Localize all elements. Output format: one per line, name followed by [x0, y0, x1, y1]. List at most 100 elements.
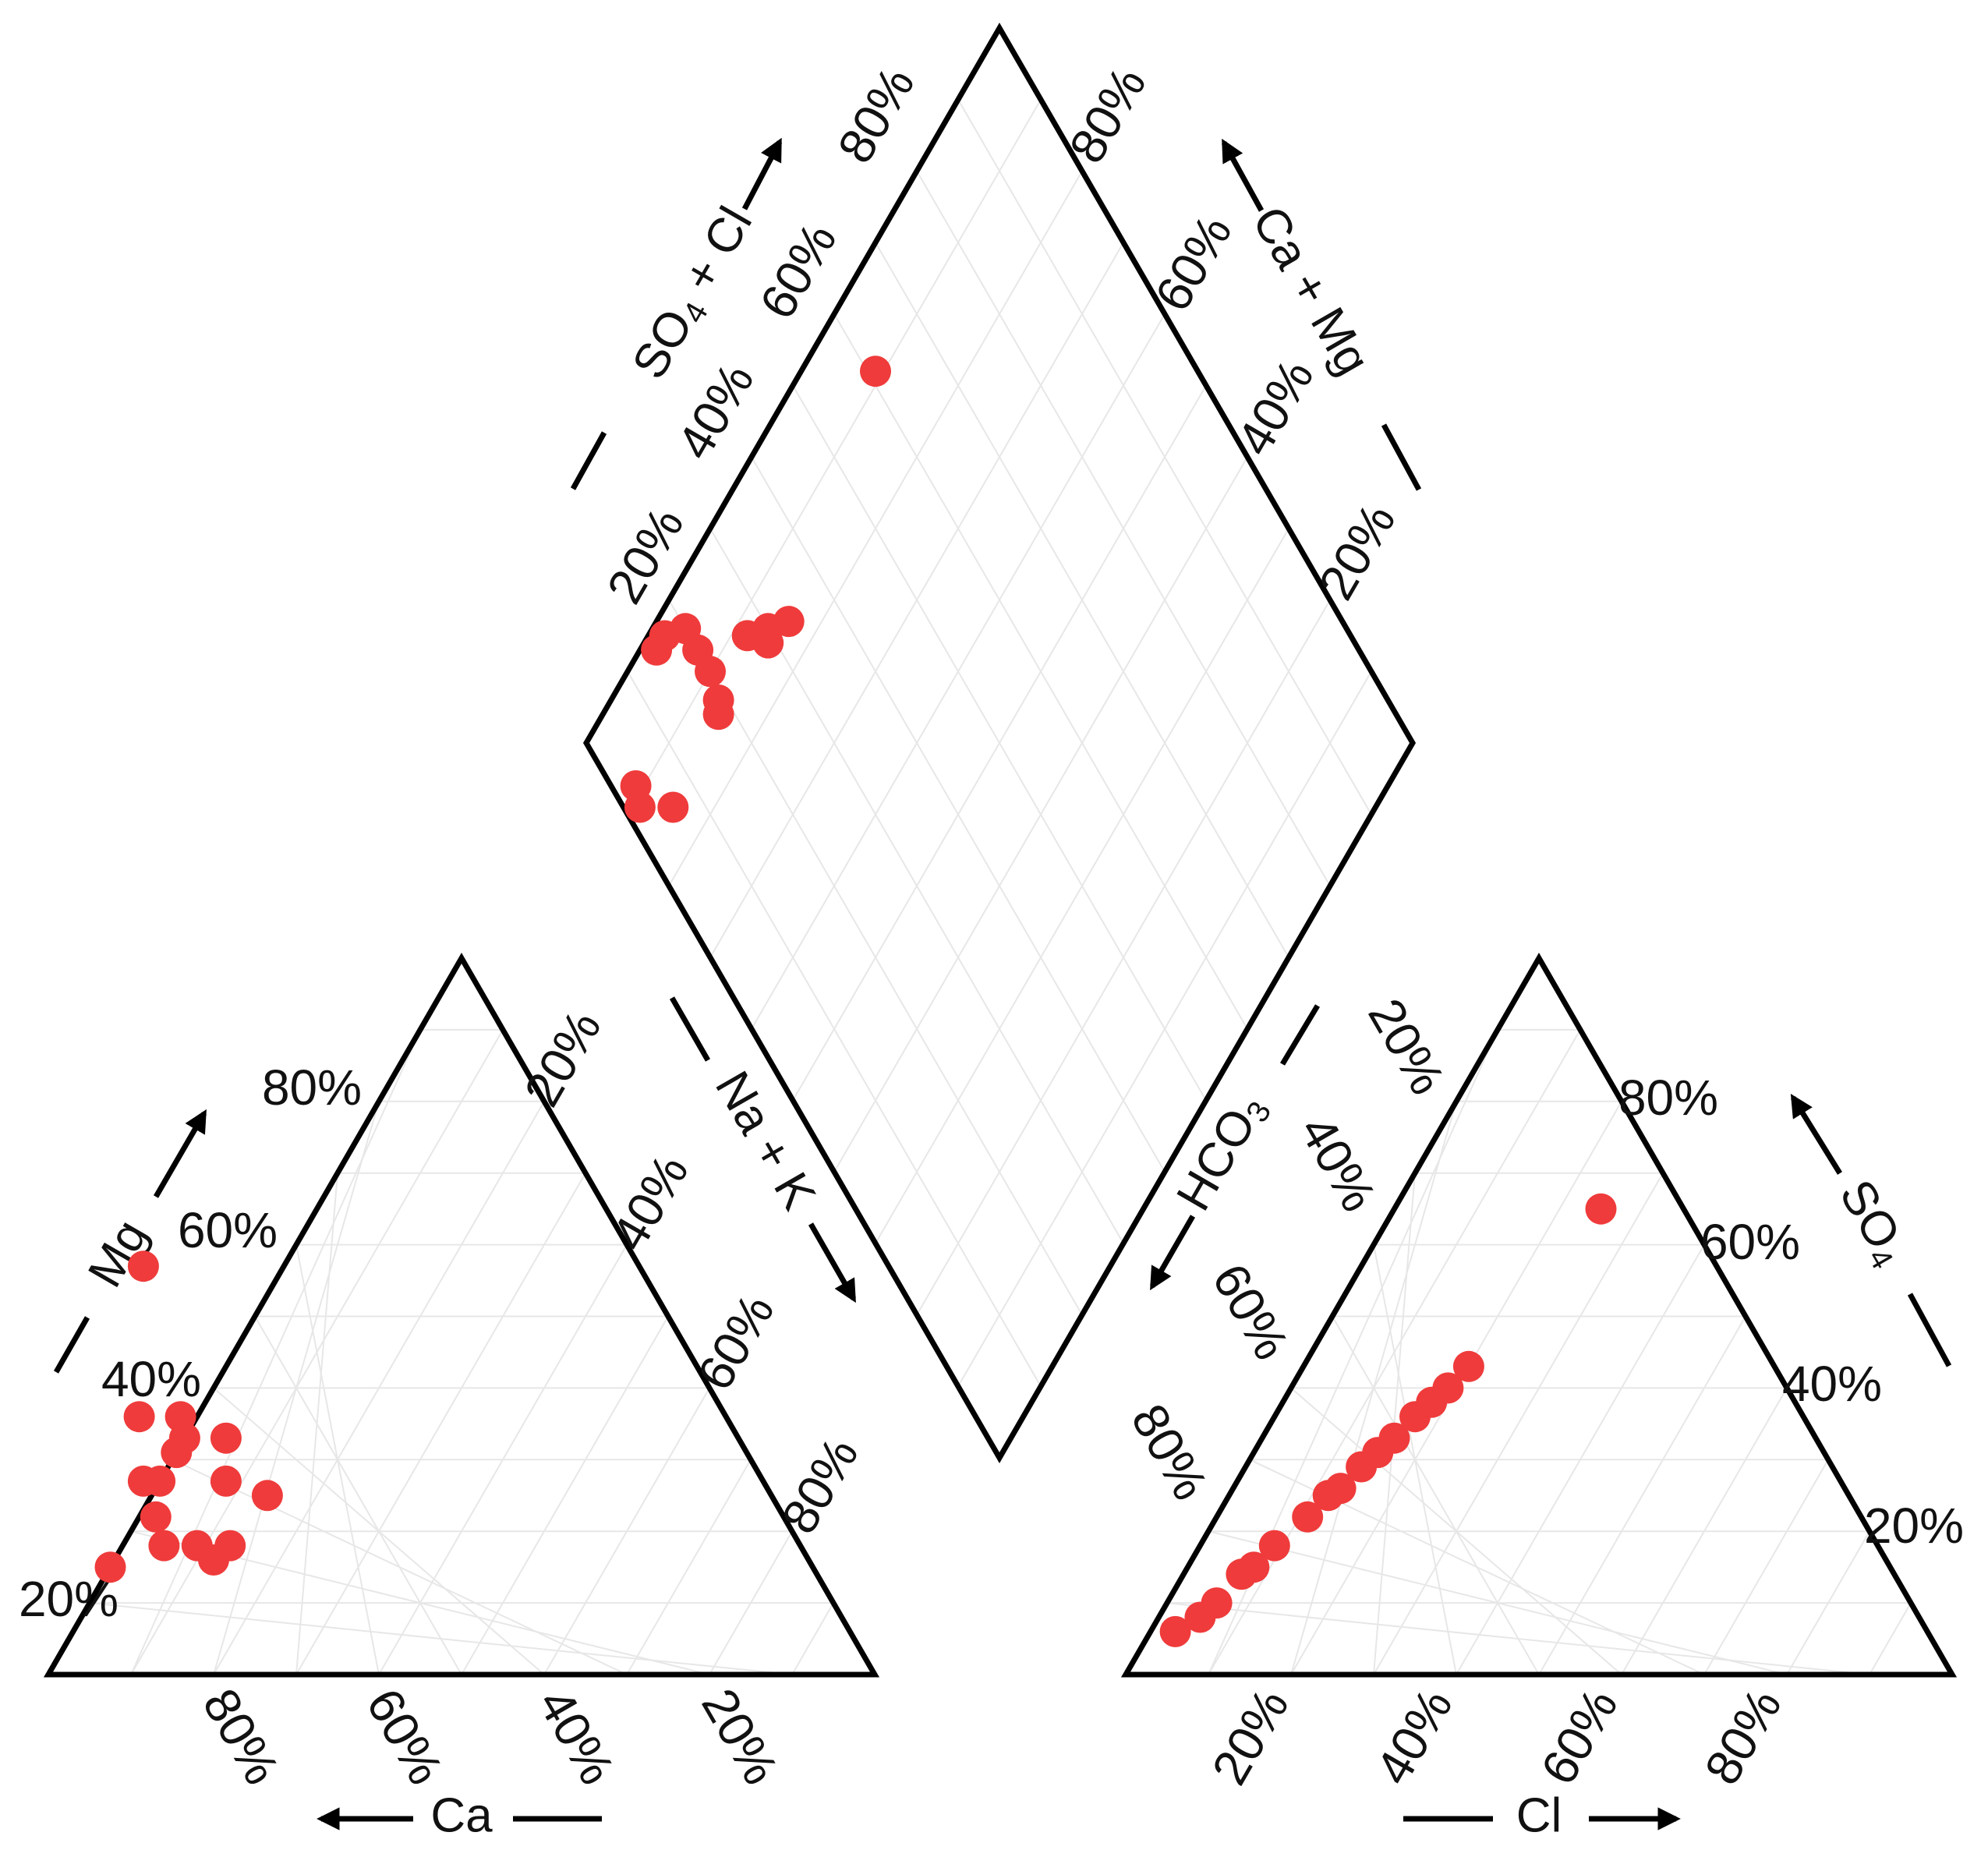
- frames: [43, 23, 1958, 1678]
- anion-cl-tick-label: 80%: [1693, 1679, 1792, 1794]
- cation-grid-line: [295, 1173, 586, 1675]
- cation-point: [210, 1465, 242, 1497]
- anion-point: [1159, 1615, 1191, 1647]
- cation-point: [210, 1422, 242, 1454]
- diamond-point: [624, 791, 656, 823]
- anion-point: [1378, 1422, 1410, 1454]
- diamond-grid-line: [875, 242, 1289, 958]
- diamond-camg-axis-label: Ca + Mg: [1242, 197, 1381, 384]
- svg-text:Ca: Ca: [430, 1788, 493, 1842]
- so4cl-dash: [570, 431, 607, 490]
- anion-cl-tick-label: 40%: [1364, 1679, 1463, 1794]
- grid-lines: [89, 99, 1912, 1675]
- anion-grid-line: [1703, 1459, 1829, 1675]
- hco3-arrow: [1149, 1215, 1196, 1291]
- diamond-frame: [582, 23, 1417, 1463]
- anion-hco3-tick-label: 80%: [1120, 1395, 1219, 1509]
- anion-hco3-tick-label: 20%: [1357, 989, 1456, 1104]
- diamond-so4cl-tick-label: 20%: [596, 498, 694, 613]
- anion-so4-tick-label: 20%: [1864, 1498, 1964, 1554]
- anion-so4-tick-label: 40%: [1782, 1356, 1882, 1412]
- mg-dash: [53, 1316, 90, 1374]
- diamond-so4cl-axis-label: SO4 + Cl: [622, 198, 765, 389]
- anion-grid-line: [1538, 1316, 1746, 1675]
- cation-grid-line: [213, 1387, 545, 1675]
- cation-mg-tick-label: 40%: [101, 1351, 201, 1407]
- cation-nak-tick-label: 80%: [770, 1428, 868, 1543]
- anion-point: [1238, 1551, 1270, 1583]
- cation-point: [94, 1551, 126, 1583]
- diamond-grid-line: [875, 528, 1289, 1244]
- svg-text:Ca + Mg: Ca + Mg: [1242, 197, 1381, 384]
- labels: 20% 40% 60% 80% 20% 40% 60% 80% 80% 60% 40% 20% 20% 4…: [19, 58, 1964, 1842]
- cation-mg-tick-label: 60%: [178, 1202, 278, 1258]
- anion-so4-tick-label: 80%: [1618, 1070, 1718, 1126]
- diamond-point: [860, 355, 891, 387]
- diamond-grid-line: [833, 313, 1248, 1030]
- cation-grid-line: [543, 1387, 710, 1675]
- cation-grid-line: [791, 1602, 834, 1675]
- anion-cl-tick-label: 20%: [1201, 1679, 1299, 1794]
- cation-ca-tick-label: 40%: [527, 1679, 625, 1794]
- cation-point: [168, 1422, 200, 1454]
- cation-ca-axis-label: Ca: [430, 1788, 493, 1842]
- so4cl-arrow: [741, 137, 783, 210]
- diamond-point: [731, 620, 763, 652]
- diamond-point: [657, 791, 689, 823]
- anion-triangle-frame: [1120, 952, 1958, 1678]
- cation-point: [127, 1250, 159, 1282]
- hco3-dash: [1279, 1004, 1321, 1066]
- anion-grid-line: [1621, 1387, 1788, 1675]
- camg-arrow: [1221, 138, 1265, 212]
- data-points: [94, 355, 1617, 1647]
- anion-grid-line: [1332, 1316, 1540, 1675]
- so4-dash: [1907, 1293, 1952, 1367]
- mg-arrow: [153, 1109, 207, 1198]
- anion-hco3-axis-label: HCO3: [1167, 1084, 1279, 1221]
- anion-so4-axis-label: SO4: [1827, 1171, 1919, 1275]
- cation-nak-tick-label: 20%: [513, 1001, 611, 1116]
- cation-grid-line: [461, 1316, 669, 1675]
- anion-grid-line: [1208, 1530, 1788, 1675]
- cation-point: [148, 1530, 180, 1562]
- cation-triangle-frame: [43, 952, 880, 1678]
- diamond-point: [695, 656, 726, 688]
- cation-grid-line: [254, 1316, 462, 1675]
- anion-point: [1325, 1473, 1357, 1505]
- cation-point: [144, 1465, 176, 1497]
- diamond-grid-line: [916, 600, 1331, 1316]
- diamond-grid-line: [833, 456, 1248, 1173]
- cation-ca-tick-label: 60%: [356, 1679, 454, 1794]
- diamond-point: [641, 634, 673, 666]
- cation-grid-line: [89, 1602, 793, 1675]
- diamond-grid-line: [957, 670, 1372, 1387]
- anion-grid-line: [1786, 1530, 1870, 1675]
- svg-text:Na + K: Na + K: [705, 1063, 826, 1219]
- diamond-grid-line: [957, 99, 1372, 815]
- cation-grid-line: [709, 1530, 793, 1675]
- anion-hco3-tick-label: 60%: [1201, 1254, 1300, 1369]
- cation-point: [140, 1501, 172, 1533]
- diamond-so4cl-tick-label: 40%: [666, 354, 764, 469]
- svg-text:SO4: SO4: [1827, 1171, 1919, 1275]
- anion-point: [1292, 1501, 1324, 1533]
- cation-grid-line: [626, 1459, 752, 1675]
- anion-cl-tick-label: 60%: [1530, 1679, 1628, 1794]
- anion-grid-line: [1166, 1602, 1870, 1675]
- anion-point: [1432, 1372, 1464, 1404]
- anion-grid-line: [1373, 1173, 1664, 1675]
- svg-text:HCO3: HCO3: [1167, 1084, 1279, 1221]
- diamond-grid-line: [792, 384, 1207, 1102]
- anion-grid-line: [1869, 1602, 1912, 1675]
- anion-point: [1258, 1530, 1290, 1562]
- diamond-so4cl-tick-label: 60%: [748, 214, 847, 328]
- so4-arrow: [1790, 1093, 1842, 1175]
- svg-text:SO4 + Cl: SO4 + Cl: [622, 198, 765, 389]
- anion-point: [1452, 1350, 1484, 1382]
- cation-mg-tick-label: 80%: [262, 1059, 362, 1116]
- cation-nak-tick-label: 40%: [600, 1145, 699, 1260]
- cation-nak-tick-label: 60%: [686, 1285, 784, 1399]
- camg-dash: [1381, 423, 1422, 491]
- diamond-grid-line: [916, 170, 1331, 886]
- nak-arrow: [808, 1222, 857, 1303]
